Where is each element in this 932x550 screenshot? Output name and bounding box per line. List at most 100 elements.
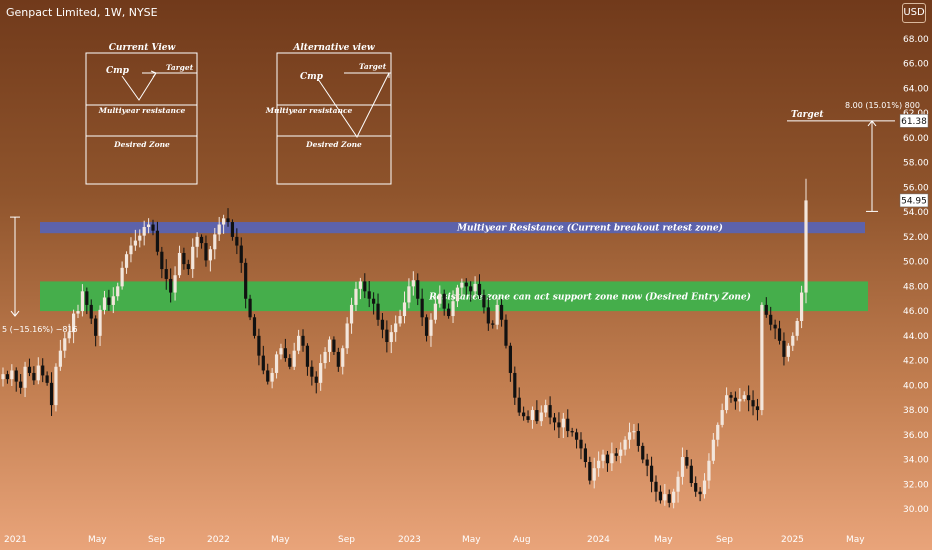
candle-body: [314, 376, 318, 383]
candle-body: [398, 316, 402, 324]
candle-body: [658, 491, 663, 501]
candle-body: [777, 328, 782, 341]
candle-body: [729, 395, 733, 398]
candle-body: [694, 483, 698, 492]
candle-body: [433, 303, 437, 320]
candle-body: [530, 410, 535, 420]
candle-body: [769, 314, 773, 325]
y-tick-label: 66.00: [903, 60, 929, 70]
candle-body: [288, 358, 292, 367]
y-tick-label: 46.00: [903, 307, 929, 317]
candle-body: [482, 295, 486, 308]
candle-body: [402, 302, 407, 317]
candle-body: [36, 365, 40, 381]
candle-body: [416, 280, 420, 299]
candle-body: [442, 293, 446, 309]
candle-body: [469, 286, 473, 292]
multiyear-resistance-label: Multiyear Resistance (Current breakout r…: [456, 223, 723, 234]
candle-body: [689, 465, 693, 484]
candle-body: [702, 480, 707, 495]
candle-body: [244, 262, 248, 299]
candle-body: [579, 439, 583, 449]
candle-body: [49, 382, 54, 406]
y-axis: 30.00 32.00 34.00 36.00 38.00 40.00 42.00 44.00…: [903, 35, 929, 515]
candle-body: [146, 224, 151, 227]
multiyear-resistance-zone: [40, 222, 865, 234]
candle-body: [619, 449, 623, 456]
candle-body: [195, 236, 199, 247]
candle-body: [239, 245, 243, 263]
candle-body: [464, 282, 468, 287]
candle-body: [89, 304, 93, 319]
candle-body: [120, 267, 124, 287]
candle-body: [363, 281, 367, 292]
y-tick-label: 44.00: [903, 332, 929, 342]
candle-body: [499, 304, 504, 320]
candle-body: [98, 309, 102, 336]
candle-body: [544, 405, 548, 413]
target-label-box2: Target: [359, 62, 387, 71]
entry-zone-label: Resistance zone can act support zone now…: [428, 291, 751, 302]
candle-body: [588, 462, 592, 481]
candle-body: [601, 454, 605, 461]
candle-body: [526, 416, 530, 420]
x-tick-label: Sep: [716, 535, 733, 545]
candle-body: [305, 345, 310, 367]
candle-body: [711, 439, 715, 461]
y-tick-label: 50.00: [903, 258, 929, 268]
candle-body: [58, 350, 62, 367]
candle-body: [605, 454, 610, 464]
candle-body: [1, 374, 5, 380]
candle-body: [266, 370, 270, 382]
candle-body: [552, 417, 557, 423]
candle-body: [491, 323, 495, 325]
candle-body: [716, 424, 720, 440]
candle-body: [191, 246, 195, 270]
candle-body: [257, 335, 261, 356]
x-tick-label: May: [846, 535, 865, 545]
x-tick-label: 2025: [781, 535, 804, 545]
desired-zone-box2: Desired Zone: [305, 140, 362, 149]
candle-body: [102, 297, 107, 310]
candle-body: [292, 350, 296, 367]
candle-body: [186, 264, 190, 270]
candle-body: [358, 281, 362, 289]
candle-body: [319, 363, 323, 383]
y-tick-label: 34.00: [903, 456, 929, 466]
candle-body: [424, 317, 429, 336]
candle-body: [85, 291, 89, 305]
candle-body: [332, 339, 336, 352]
candle-body: [720, 410, 724, 425]
x-tick-label: 2023: [398, 535, 421, 545]
candle-body: [707, 460, 711, 481]
candle-body: [94, 318, 98, 336]
candle-body: [561, 418, 565, 428]
candle-body: [627, 432, 632, 440]
candle-body: [19, 381, 23, 388]
multiyear-resistance-box1: Multiyear resistance: [98, 106, 186, 115]
candle-body: [164, 269, 168, 279]
candle-body: [495, 304, 499, 325]
candle-body: [574, 432, 579, 440]
y-tick-label: 38.00: [903, 406, 929, 416]
current-price-label: 54.95: [899, 193, 929, 208]
candle-body: [486, 307, 490, 324]
candle-body: [473, 283, 477, 292]
candle-body: [182, 252, 186, 265]
candle-body: [41, 365, 45, 376]
candle-body: [116, 286, 120, 297]
candle-body: [522, 412, 526, 417]
candle-body: [323, 351, 327, 364]
candle-body: [672, 491, 676, 503]
candle-body: [230, 222, 235, 237]
candle-body: [517, 397, 521, 413]
target-measure-label: 8.00 (15.01%) 800: [845, 101, 920, 110]
x-tick-label: May: [271, 535, 290, 545]
candle-body: [733, 397, 738, 402]
currency-button[interactable]: USD: [902, 3, 926, 23]
y-tick-label: 36.00: [903, 431, 929, 441]
x-tick-label: 2022: [207, 535, 230, 545]
candle-body: [411, 280, 415, 287]
